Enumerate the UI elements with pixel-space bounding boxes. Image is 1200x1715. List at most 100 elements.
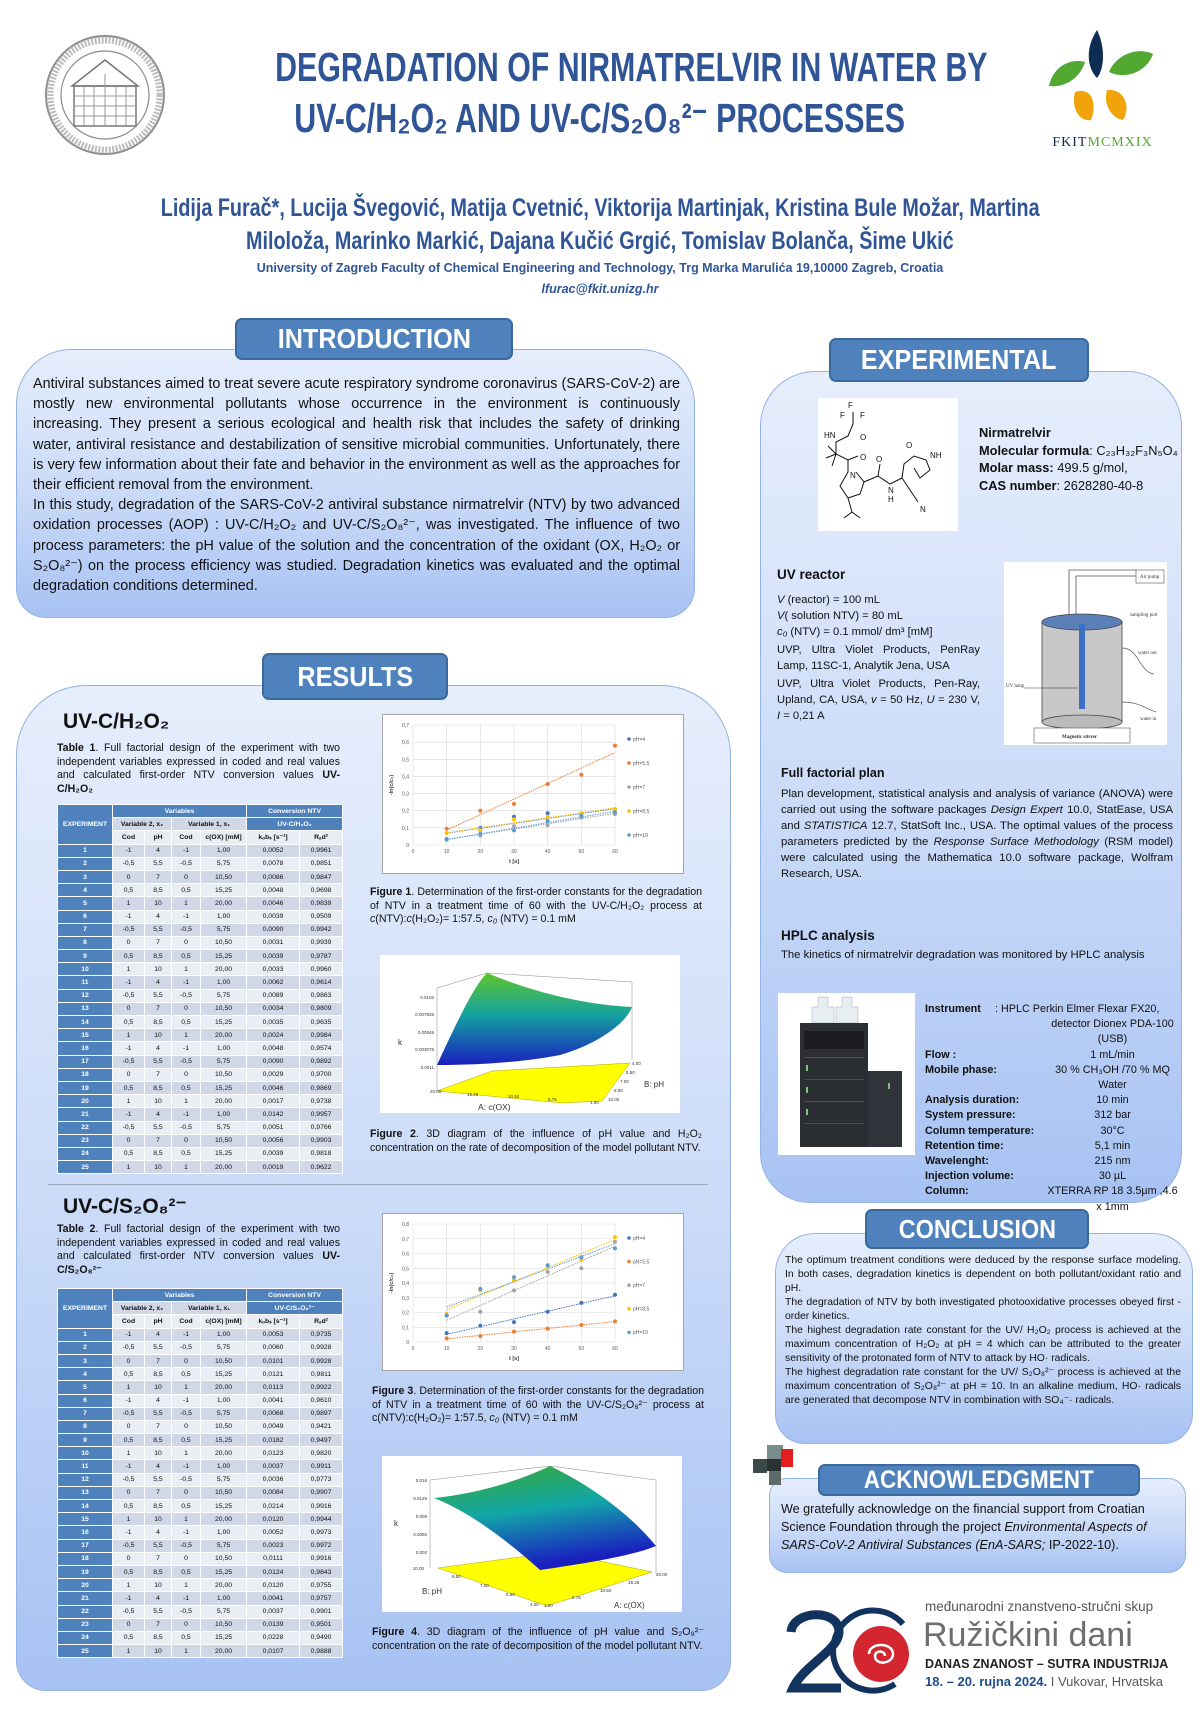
k-obs: 0,0123 (246, 1446, 301, 1461)
trendline (446, 1239, 616, 1311)
x2-code: -1 (112, 1327, 145, 1342)
y-tick-label: 0,4 (402, 774, 409, 780)
x2-code: -1 (112, 909, 145, 924)
oxidant-concentration: 5,75 (199, 856, 248, 871)
ph-value: 10 (144, 1094, 172, 1109)
ph-value: 10 (144, 1446, 172, 1461)
x1-code: 0,5 (171, 1014, 201, 1030)
table-row: 9 0,5 8,5 0,5 15,25 0,0039 0,9787 (57, 949, 344, 964)
x2-code: -0,5 (112, 1604, 145, 1619)
k-obs: 0,0214 (246, 1498, 301, 1514)
r-squared: 0,9698 (299, 883, 344, 898)
ph-value: 10 (144, 1512, 172, 1527)
r-squared: 0,9863 (299, 988, 344, 1003)
experiment-number: 16 (57, 1525, 113, 1540)
y-tick-label: 0,7 (402, 723, 409, 729)
italic-text: V (777, 594, 785, 606)
r-squared: 0,9892 (299, 1054, 344, 1069)
spec-label (925, 1017, 1045, 1047)
x1-code: 1 (171, 1380, 201, 1395)
table-row: 9 0,5 8,5 0,5 15,25 0,0182 0,9497 (57, 1433, 344, 1448)
k-obs: 0,0037 (246, 1604, 301, 1619)
acknowledgment-text: We gratefully acknowledge on the financi… (781, 1500, 1177, 1554)
x2-code: 0,5 (112, 1146, 145, 1162)
authors-line-1: Lidija Furač*, Lucija Švegović, Matija C… (160, 194, 1040, 222)
x-tick-label: 1.00 (590, 1100, 599, 1105)
oxidant-concentration: 20,00 (199, 1160, 248, 1175)
bold-text: Figure 1 (370, 886, 412, 898)
r-squared: 0,9960 (299, 962, 344, 977)
k-obs: 0,0124 (246, 1564, 301, 1580)
k-obs: 0,0031 (246, 935, 301, 951)
r-squared: 0,9972 (299, 1538, 344, 1553)
atom-label: F (860, 411, 865, 420)
x1-code: -0,5 (171, 922, 201, 937)
oxidant-concentration: 10,50 (199, 1551, 248, 1566)
header-cod: Cod (171, 830, 201, 845)
oxidant-concentration: 1,00 (199, 909, 248, 924)
k-obs: 0,0090 (246, 1054, 301, 1069)
x1-code: -1 (171, 1393, 201, 1408)
table-row: 3 0 7 0 10,50 0,0086 0,9847 (57, 869, 344, 885)
x2-code: 0,5 (112, 1630, 145, 1646)
oxidant-concentration: 5,75 (199, 1538, 248, 1553)
results-heading: RESULTS (262, 653, 448, 700)
table-row: 20 1 10 1 20,00 0,0120 0,9755 (57, 1578, 344, 1593)
data-point (478, 1286, 483, 1291)
table-1-caption: Table 1. Full factorial design of the ex… (57, 742, 340, 796)
ph-value: 5,5 (144, 856, 172, 871)
x2-code: -0,5 (112, 988, 145, 1003)
r-squared: 0,9501 (299, 1617, 344, 1632)
figure-2-caption: Figure 2. 3D diagram of the influence of… (370, 1128, 702, 1155)
oxidant-concentration: 10,50 (199, 1067, 248, 1082)
bold-text: Figure 4 (372, 1626, 418, 1638)
k-obs: 0,0120 (246, 1512, 301, 1527)
x-axis-label: t [s] (509, 859, 519, 865)
k-obs: 0,0017 (246, 1094, 301, 1109)
oxidant-concentration: 1,00 (199, 1459, 248, 1474)
bold-text: Figure 3 (372, 1385, 414, 1397)
x-tick-label: 50 (579, 849, 585, 855)
figure-2-surface-plot: 0.0102 0.007825 0.00545 0.003075 0.0011 … (380, 955, 680, 1113)
atom-label: N (888, 486, 894, 495)
spec-value: 215 nm (1094, 1155, 1131, 1168)
italic-text: v (870, 694, 877, 706)
table-row: 13 0 7 0 10,50 0,0084 0,9907 (57, 1485, 344, 1501)
r-squared: 0,9916 (299, 1551, 344, 1566)
experiment-number: 6 (57, 1393, 113, 1408)
table-2: EXPERIMENT Variables Conversion NTV Variab… (57, 1287, 344, 1659)
x2-code: 1 (112, 1446, 145, 1461)
oxidant-concentration: 5,75 (199, 1472, 248, 1487)
bold-text: Molar mass: (979, 460, 1054, 475)
atom-label: F (848, 401, 853, 410)
spec-value: 1 mL/min (1090, 1048, 1135, 1061)
table-row: 19 0,5 8,5 0,5 15,25 0,0046 0,9869 (57, 1080, 344, 1096)
header-ph: pH (144, 1314, 172, 1329)
contact-email[interactable]: lfurac@fkit.unizg.hr (541, 282, 659, 296)
r-squared: 0,9903 (299, 1133, 344, 1148)
oxidant-concentration: 10,50 (199, 935, 248, 951)
data-point (512, 1275, 516, 1280)
header-conversion: Conversion NTV (246, 803, 344, 819)
header-variable-2: Variable 2, x₂ (112, 1301, 172, 1316)
data-point (613, 1239, 617, 1244)
header-variable-1: Variable 1, x₁ (170, 817, 248, 832)
table-row: 24 0,5 8,5 0,5 15,25 0,0228 0,9490 (57, 1630, 344, 1646)
r-squared: 0,9509 (299, 909, 344, 924)
response-surface (434, 1466, 656, 1570)
oxidant-concentration: 15,25 (199, 949, 248, 964)
experiment-number: 2 (57, 856, 113, 871)
experiment-number: 1 (57, 1327, 113, 1342)
experiment-number: 5 (57, 1380, 113, 1395)
sampling-port-label: sampling port (1130, 613, 1158, 618)
uv-lamp-label: UV lamp (1006, 684, 1025, 689)
r-squared: 0,9622 (299, 1160, 344, 1175)
r-squared: 0,9984 (299, 1028, 344, 1043)
data-point (613, 1246, 617, 1251)
text-segment: 499.5 g/mol, (1053, 460, 1128, 475)
r-squared: 0,9610 (299, 1393, 344, 1408)
x-tick-label: 60 (612, 1346, 618, 1352)
experiment-number: 7 (57, 922, 113, 937)
uv-reactor-diagram: Air pump Magnetic stirrer sampling port … (1004, 562, 1167, 745)
x1-code: 0 (171, 935, 201, 951)
